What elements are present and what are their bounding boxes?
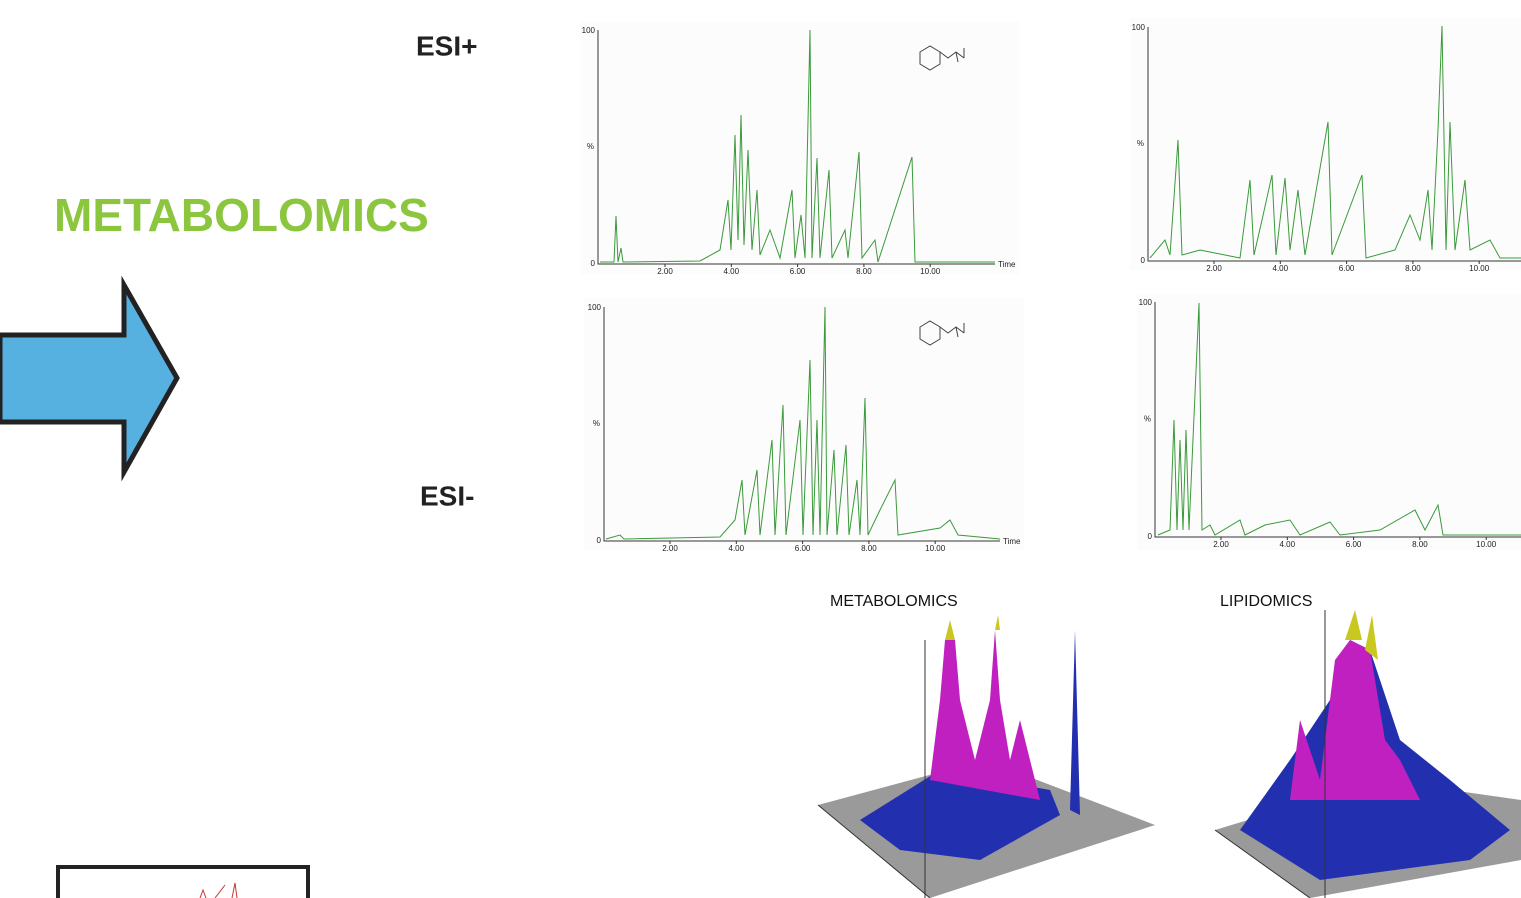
x-tick-label: 6.00 (1339, 264, 1355, 273)
y-top-label: 100 (1139, 298, 1153, 307)
x-tick-label: 10.00 (920, 267, 941, 276)
y-bottom-label: 0 (597, 536, 602, 545)
plot-title: LIPIDOMICS (1220, 593, 1312, 610)
surface-plot (1215, 610, 1521, 898)
x-tick-label: 6.00 (1346, 540, 1362, 549)
x-tick-label: 6.00 (790, 267, 806, 276)
x-axis-label: Time (1003, 537, 1021, 546)
x-tick-label: 4.00 (729, 544, 745, 553)
y-axis-label: % (593, 419, 600, 428)
x-tick-label: 10.00 (925, 544, 946, 553)
x-tick-label: 4.00 (1273, 264, 1289, 273)
y-top-label: 100 (582, 26, 596, 35)
x-tick-label: 6.00 (795, 544, 811, 553)
x-tick-label: 10.00 (1476, 540, 1497, 549)
panel-bg (1137, 294, 1521, 550)
inset-box (58, 867, 308, 898)
panel-bg (580, 22, 1020, 274)
x-tick-label: 8.00 (856, 267, 872, 276)
y-top-label: 100 (588, 303, 602, 312)
main-heading: METABOLOMICS (54, 189, 429, 241)
x-axis-label: Time (998, 260, 1016, 269)
y-axis-label: % (587, 142, 594, 151)
x-tick-label: 2.00 (1206, 264, 1222, 273)
esi-positive: ESI+ (416, 30, 477, 61)
y-axis-label: % (1137, 139, 1144, 148)
x-tick-label: 8.00 (1412, 540, 1428, 549)
x-tick-label: 2.00 (1213, 540, 1229, 549)
esi-negative: ESI- (420, 480, 474, 511)
y-bottom-label: 0 (591, 259, 596, 268)
y-bottom-label: 0 (1141, 256, 1146, 265)
x-tick-label: 8.00 (1405, 264, 1421, 273)
x-tick-label: 10.00 (1469, 264, 1490, 273)
y-bottom-label: 0 (1148, 532, 1153, 541)
x-tick-label: 4.00 (1280, 540, 1296, 549)
y-axis-label: % (1144, 415, 1151, 424)
x-tick-label: 4.00 (724, 267, 740, 276)
y-top-label: 100 (1132, 23, 1146, 32)
plot-title: METABOLOMICS (830, 593, 958, 610)
arrow (0, 285, 177, 472)
x-tick-label: 8.00 (861, 544, 877, 553)
figure: METABOLOMICS ESI+ ESI- METABOLOMICS LIPI… (0, 0, 1521, 898)
x-tick-label: 2.00 (657, 267, 673, 276)
panel-bg (1130, 18, 1521, 270)
x-tick-label: 2.00 (662, 544, 678, 553)
surface-plot (818, 615, 1155, 898)
